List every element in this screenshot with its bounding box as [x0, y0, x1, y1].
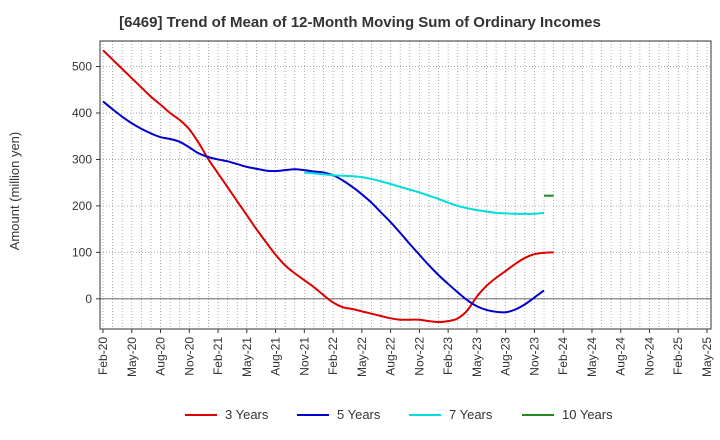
x-tick-label: Aug-21 [269, 337, 283, 376]
legend-label: 10 Years [562, 407, 613, 422]
x-tick-label: May-20 [125, 337, 139, 377]
x-tick-label: Nov-20 [182, 337, 196, 376]
legend-item-7-years: 7 Years [409, 407, 493, 422]
x-tick-label: May-25 [700, 337, 714, 377]
series-line-3-years [102, 49, 554, 324]
x-tick-label: Aug-23 [499, 337, 513, 376]
x-tick-label: Nov-23 [527, 337, 541, 376]
x-tick-label: May-22 [355, 337, 369, 377]
x-tick-label: Aug-20 [154, 337, 168, 376]
y-tick-label: 300 [72, 152, 92, 166]
x-tick-label: Feb-23 [441, 337, 455, 375]
series-line-7-years [304, 171, 545, 215]
y-tick-label: 500 [72, 60, 92, 74]
chart-title: [6469] Trend of Mean of 12-Month Moving … [119, 14, 601, 31]
series-layer [102, 49, 554, 324]
x-tick-label: Feb-24 [556, 337, 570, 375]
plot-frame [99, 40, 712, 330]
x-tick-label: Feb-20 [96, 337, 110, 375]
legend-item-10-years: 10 Years [522, 407, 613, 422]
legend-item-5-years: 5 Years [297, 407, 381, 422]
legend-label: 5 Years [337, 407, 381, 422]
legend-label: 7 Years [449, 407, 493, 422]
x-tick-label: Aug-22 [384, 337, 398, 376]
x-tick-label: Nov-22 [412, 337, 426, 376]
x-tick-label: Nov-24 [642, 337, 656, 376]
x-tick-label: May-21 [240, 337, 254, 377]
y-tick-label: 200 [72, 199, 92, 213]
legend-label: 3 Years [225, 407, 269, 422]
y-tick-label: 100 [72, 245, 92, 259]
x-tick-label: Feb-21 [211, 337, 225, 375]
x-tick-label: Nov-21 [297, 337, 311, 376]
plot-background [100, 41, 711, 329]
x-tick-label: Feb-22 [326, 337, 340, 375]
x-tick-label: Aug-24 [614, 337, 628, 376]
legend: 3 Years 5 Years 7 Years 10 Years [185, 407, 613, 422]
x-tick-label: May-24 [585, 337, 599, 377]
grid [100, 41, 711, 329]
x-axis: Feb-20 May-20 Aug-20 Nov-20 Feb-21 May-21 Aug-… [96, 329, 714, 377]
legend-item-3-years: 3 Years [185, 407, 269, 422]
y-axis-title: Amount (million yen) [7, 132, 22, 251]
x-tick-label: Feb-25 [671, 337, 685, 375]
y-tick-label: 0 [85, 292, 92, 306]
series-line-5-years [102, 100, 545, 314]
y-axis: 0 100 200 300 400 500 [72, 60, 100, 306]
y-tick-label: 400 [72, 106, 92, 120]
x-tick-label: May-23 [470, 337, 484, 377]
